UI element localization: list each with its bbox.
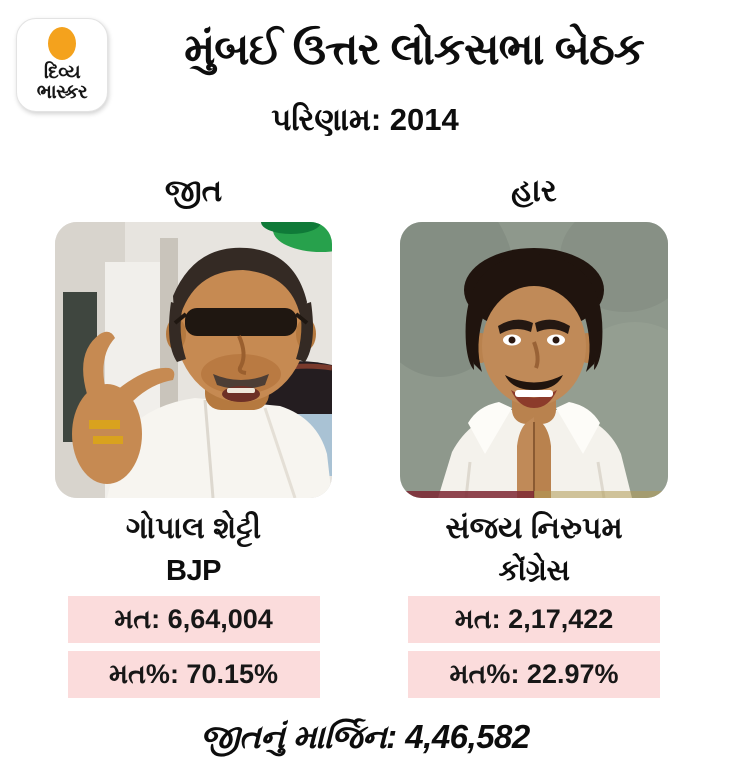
winning-margin-text: જીતનું માર્જિન: 4,46,582: [200, 718, 530, 755]
page-title: મુંબઈ ઉત્તર લોકસભા બેઠક: [184, 25, 645, 74]
winner-votes-box: મત: 6,64,004: [67, 596, 320, 643]
loser-vote-share-box: મત%: 22.97%: [408, 651, 660, 698]
loser-result-label: હાર: [511, 172, 557, 208]
winner-candidate-name: ગોપાલ શેટ્ટી: [125, 512, 262, 545]
result-year-subtitle: પરિણામ: 2014: [271, 102, 459, 137]
loser-portrait-illustration: [400, 222, 668, 498]
winner-vote-share-box: મત%: 70.15%: [67, 651, 320, 698]
loser-column: હાર: [400, 170, 668, 698]
winner-column: જીત: [55, 170, 332, 698]
winner-portrait-illustration: [55, 222, 332, 498]
winner-candidate-photo: [55, 222, 332, 498]
sun-dot-icon: [48, 27, 76, 60]
logo-text-line2: ભાસ્કર: [36, 82, 88, 103]
winner-result-label: જીત: [164, 172, 223, 208]
loser-party-label: કોંગ્રેસ: [498, 554, 570, 587]
loser-candidate-photo: [400, 222, 668, 498]
logo-text-line1: દિવ્ય: [43, 62, 81, 83]
divya-bhaskar-logo: દિવ્ય ભાસ્કર: [16, 18, 108, 112]
winner-party-label: BJP: [166, 554, 221, 587]
loser-candidate-name: સંજય નિરુપમ: [445, 512, 623, 545]
loser-votes-box: મત: 2,17,422: [408, 596, 660, 643]
